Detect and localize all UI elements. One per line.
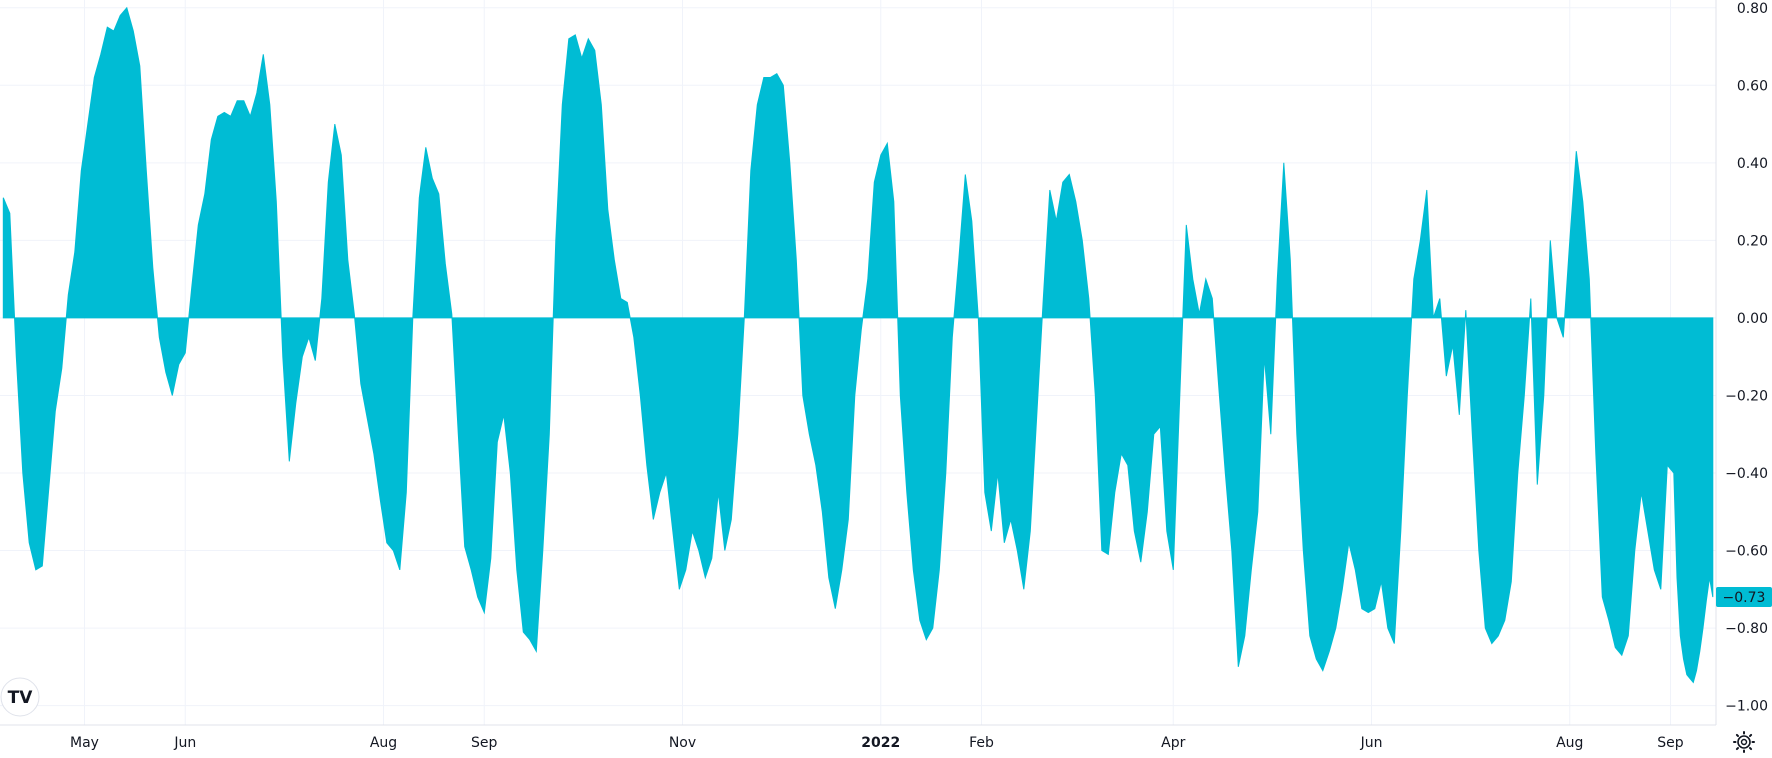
- y-tick-label: 0.60: [1737, 78, 1768, 94]
- y-axis-ticks: 0.80 0.60 0.40 0.20 0.00 −0.20 −0.40 −0.60 −0.80…: [1725, 1, 1768, 715]
- x-tick-label: Aug: [370, 735, 397, 751]
- gear-icon[interactable]: [1733, 731, 1755, 753]
- x-tick-label: Nov: [669, 735, 696, 751]
- y-tick-label: −0.20: [1725, 388, 1768, 404]
- x-tick-label: Feb: [969, 735, 994, 751]
- y-tick-label: 0.40: [1737, 156, 1768, 172]
- x-tick-label: Jun: [1360, 735, 1383, 751]
- y-tick-label: 0.20: [1737, 233, 1768, 249]
- logo-text: TV: [8, 688, 34, 708]
- area-series: [2, 6, 1714, 684]
- area-fill: [2, 6, 1714, 684]
- y-tick-label: −1.00: [1725, 699, 1768, 715]
- x-tick-label: Apr: [1161, 735, 1185, 751]
- y-tick-label: −0.80: [1725, 621, 1768, 637]
- y-tick-label: 0.80: [1737, 1, 1768, 17]
- x-tick-label: May: [70, 735, 99, 751]
- last-value-badge: [1716, 587, 1772, 608]
- x-tick-label: Jun: [173, 735, 196, 751]
- x-tick-label: 2022: [861, 735, 900, 751]
- tradingview-logo-icon[interactable]: TV: [0, 677, 40, 717]
- y-tick-label: −0.60: [1725, 544, 1768, 560]
- x-tick-label: Aug: [1556, 735, 1583, 751]
- x-tick-label: Sep: [471, 735, 498, 751]
- last-value-marker: −0.73: [1716, 587, 1772, 608]
- last-value-label: −0.73: [1723, 590, 1766, 606]
- y-tick-label: −0.40: [1725, 466, 1768, 482]
- x-axis-ticks: May Jun Aug Sep Nov 2022 Feb Apr Jun Aug Sep: [70, 735, 1684, 751]
- x-tick-label: Sep: [1657, 735, 1684, 751]
- y-tick-label: 0.00: [1737, 311, 1768, 327]
